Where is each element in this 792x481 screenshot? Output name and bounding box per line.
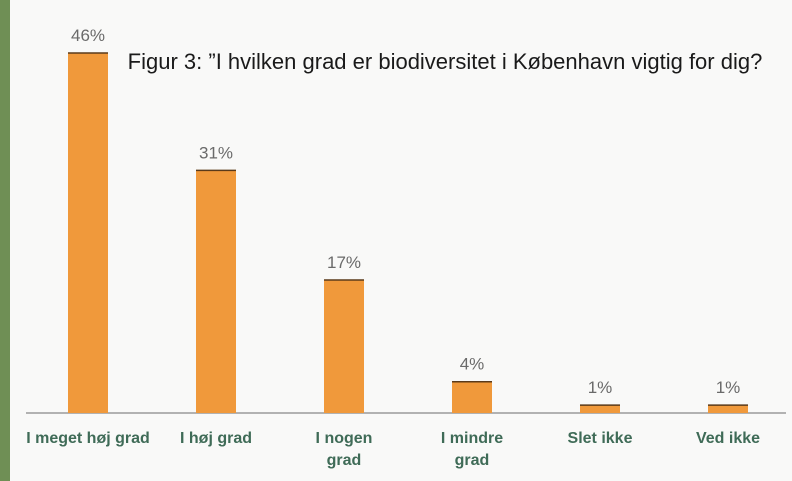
bar [580, 405, 620, 413]
bar [324, 279, 364, 413]
photo-strip [0, 0, 10, 481]
bar [708, 405, 748, 413]
value-label: 17% [327, 253, 361, 272]
value-label: 46% [71, 26, 105, 45]
category-label: Slet ikke [567, 430, 633, 447]
value-label: 1% [716, 378, 741, 397]
chart-title: Figur 3: ”I hvilken grad er biodiversite… [127, 49, 763, 74]
category-label: Ved ikke [695, 430, 761, 447]
value-label: 4% [460, 355, 485, 374]
category-label: I høj grad [180, 430, 252, 447]
bar [68, 53, 108, 413]
bar [452, 381, 492, 413]
category-label: I mindre grad [440, 430, 504, 469]
category-label: I nogen grad [315, 430, 373, 469]
value-label: 1% [588, 378, 613, 397]
category-label: I meget høj grad [26, 430, 150, 447]
value-label: 31% [199, 143, 233, 162]
bar [196, 170, 236, 413]
